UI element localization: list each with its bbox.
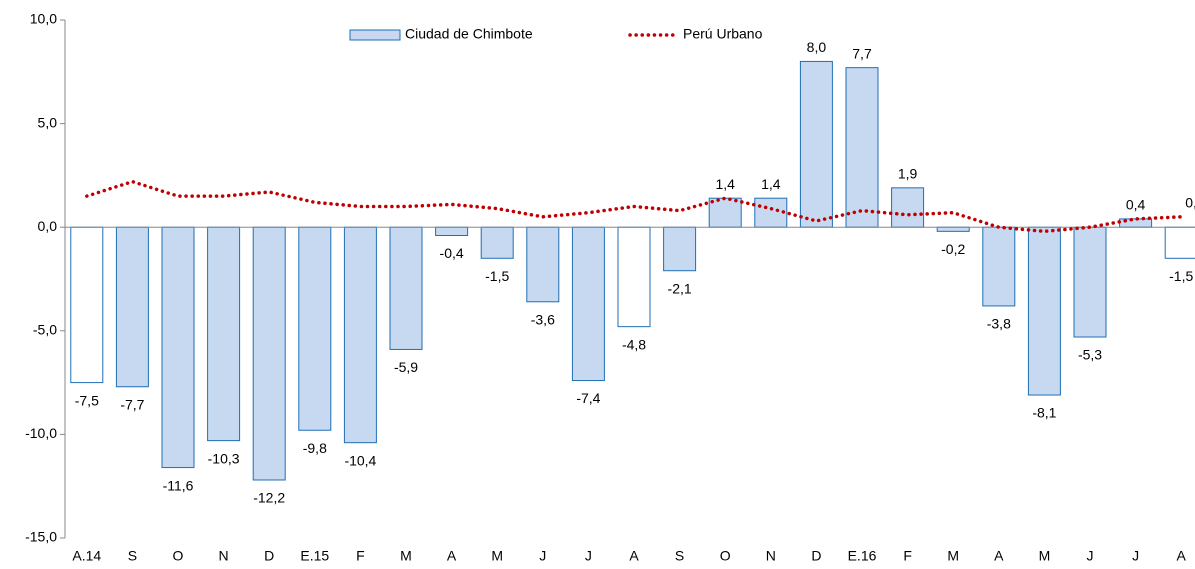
data-label: -3,8 [987, 316, 1011, 332]
bar [1027, 226, 1061, 396]
bar [617, 226, 651, 328]
data-label: -7,4 [576, 390, 600, 406]
x-tick-label: J [585, 548, 592, 564]
data-label: -1,5 [1169, 268, 1193, 284]
x-tick-label: A [447, 548, 457, 564]
data-label: -10,4 [344, 452, 376, 468]
data-label: -4,8 [622, 336, 646, 352]
data-label: -10,3 [208, 450, 240, 466]
x-tick-label: A [994, 548, 1004, 564]
x-tick-label: S [128, 548, 137, 564]
data-label: -5,9 [394, 359, 418, 375]
y-tick-label: -15,0 [25, 529, 57, 545]
x-tick-label: A.14 [72, 548, 101, 564]
x-tick-label: M [491, 548, 503, 564]
x-tick-label: M [400, 548, 412, 564]
bar [526, 226, 560, 303]
legend-label: Ciudad de Chimbote [405, 26, 533, 42]
y-tick-label: -10,0 [25, 425, 57, 441]
bar [115, 226, 149, 388]
x-tick-label: M [947, 548, 959, 564]
bar [1073, 226, 1107, 338]
bar [891, 187, 925, 228]
data-label: -9,8 [303, 440, 327, 456]
bar [571, 226, 605, 382]
bar [708, 197, 742, 228]
bar [298, 226, 332, 431]
y-tick-label: 0,0 [38, 218, 58, 234]
data-label: -3,6 [531, 311, 555, 327]
bar [1164, 226, 1195, 259]
data-label: -7,7 [120, 396, 144, 412]
y-tick-label: -5,0 [33, 322, 57, 338]
bar [70, 226, 104, 384]
data-label: -8,1 [1032, 405, 1056, 421]
x-tick-label: O [720, 548, 731, 564]
x-tick-label: F [903, 548, 912, 564]
y-tick-label: 5,0 [38, 114, 58, 130]
x-tick-label: A [1177, 548, 1187, 564]
x-tick-label: E.15 [300, 548, 329, 564]
x-tick-label: D [264, 548, 274, 564]
data-label: -7,5 [75, 392, 99, 408]
data-label: 7,7 [852, 45, 872, 61]
bar [207, 226, 241, 442]
x-tick-label: J [539, 548, 546, 564]
bar [799, 60, 833, 228]
data-label: -5,3 [1078, 347, 1102, 363]
bar [480, 226, 514, 259]
x-tick-label: J [1132, 548, 1139, 564]
bar [435, 226, 469, 236]
data-label: -1,5 [485, 268, 509, 284]
y-tick-label: 10,0 [30, 11, 57, 27]
bar [252, 226, 286, 481]
x-tick-label: O [173, 548, 184, 564]
data-label: -0,4 [440, 245, 464, 261]
legend-label: Perú Urbano [683, 26, 763, 42]
x-tick-label: A [629, 548, 639, 564]
x-tick-label: S [675, 548, 684, 564]
x-tick-label: N [219, 548, 229, 564]
data-label: -12,2 [253, 490, 285, 506]
x-tick-label: E.16 [848, 548, 877, 564]
bar [161, 226, 195, 469]
line-series [85, 179, 1183, 234]
x-tick-label: M [1039, 548, 1051, 564]
x-tick-label: J [1087, 548, 1094, 564]
data-label: 1,4 [761, 176, 781, 192]
data-label: 0,5 [1185, 195, 1195, 211]
legend-swatch [349, 29, 401, 41]
x-tick-label: F [356, 548, 365, 564]
x-tick-label: D [811, 548, 821, 564]
data-label: 1,9 [898, 166, 918, 182]
bar [845, 67, 879, 228]
data-label: 8,0 [807, 39, 827, 55]
bar [936, 226, 970, 232]
data-label: 0,4 [1126, 197, 1146, 213]
data-label: -2,1 [668, 280, 692, 296]
data-label: -11,6 [163, 477, 194, 493]
bar [982, 226, 1016, 307]
data-label: 1,4 [715, 176, 735, 192]
bar [389, 226, 423, 350]
bar [663, 226, 697, 272]
bar [343, 226, 377, 444]
data-label: -0,2 [941, 241, 965, 257]
x-tick-label: N [766, 548, 776, 564]
